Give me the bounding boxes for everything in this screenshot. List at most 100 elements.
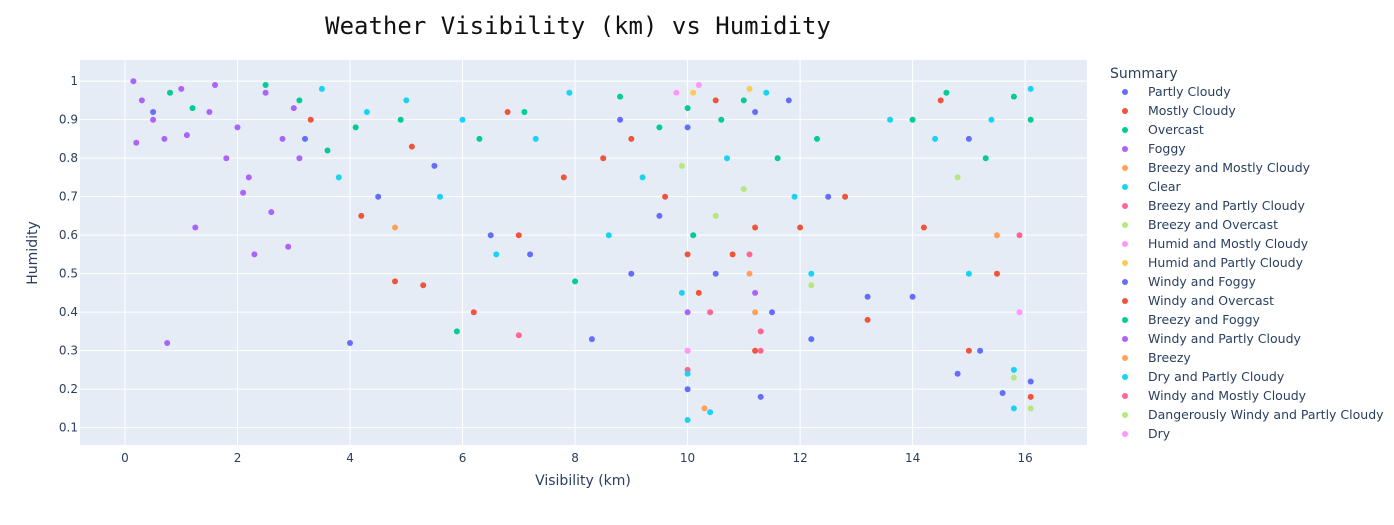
data-point[interactable] xyxy=(605,232,612,239)
data-point[interactable] xyxy=(352,124,359,131)
data-point[interactable] xyxy=(1010,93,1017,100)
data-point[interactable] xyxy=(167,89,173,96)
data-point[interactable] xyxy=(572,278,579,285)
data-point[interactable] xyxy=(161,135,168,142)
legend-item[interactable]: Windy and Overcast xyxy=(1122,293,1274,308)
data-point[interactable] xyxy=(740,97,747,104)
data-point[interactable] xyxy=(223,155,230,162)
legend[interactable]: Partly Cloudy Mostly Cloudy Overcast Foggy B… xyxy=(1122,84,1384,441)
data-point[interactable] xyxy=(695,82,702,88)
data-point[interactable] xyxy=(639,174,646,181)
data-point[interactable] xyxy=(724,155,730,162)
data-point[interactable] xyxy=(183,132,190,139)
data-point[interactable] xyxy=(656,212,663,219)
data-point[interactable] xyxy=(130,78,137,85)
data-point[interactable] xyxy=(746,85,753,92)
data-point[interactable] xyxy=(1010,366,1017,373)
data-point[interactable] xyxy=(363,109,370,115)
data-point[interactable] xyxy=(628,135,635,142)
data-point[interactable] xyxy=(752,109,759,115)
data-point[interactable] xyxy=(437,193,443,200)
data-point[interactable] xyxy=(268,209,275,216)
data-point[interactable] xyxy=(954,174,961,181)
data-point[interactable] xyxy=(937,97,944,104)
data-point[interactable] xyxy=(791,193,798,200)
data-point[interactable] xyxy=(965,135,972,142)
legend-item[interactable]: Dangerously Windy and Partly Cloudy xyxy=(1122,407,1384,422)
data-point[interactable] xyxy=(757,393,764,400)
data-point[interactable] xyxy=(943,89,950,96)
data-point[interactable] xyxy=(808,270,815,277)
data-point[interactable] xyxy=(318,85,325,92)
data-point[interactable] xyxy=(324,147,331,154)
legend-item[interactable]: Humid and Mostly Cloudy xyxy=(1122,236,1309,251)
data-point[interactable] xyxy=(729,251,736,258)
data-point[interactable] xyxy=(245,174,252,181)
data-point[interactable] xyxy=(1016,309,1023,316)
data-point[interactable] xyxy=(712,212,719,219)
data-point[interactable] xyxy=(825,193,832,200)
data-point[interactable] xyxy=(628,270,635,277)
data-point[interactable] xyxy=(453,328,460,335)
data-point[interactable] xyxy=(566,89,573,96)
data-point[interactable] xyxy=(240,189,247,196)
data-point[interactable] xyxy=(560,174,567,181)
data-point[interactable] xyxy=(1027,378,1034,385)
scatter-points[interactable] xyxy=(130,78,1034,423)
data-point[interactable] xyxy=(752,347,759,354)
data-point[interactable] xyxy=(1010,374,1017,381)
data-point[interactable] xyxy=(617,116,624,123)
data-point[interactable] xyxy=(684,347,691,354)
legend-item[interactable]: Dry and Partly Cloudy xyxy=(1122,369,1285,384)
data-point[interactable] xyxy=(164,340,171,346)
data-point[interactable] xyxy=(358,212,365,219)
data-point[interactable] xyxy=(459,116,466,123)
data-point[interactable] xyxy=(673,89,680,96)
data-point[interactable] xyxy=(251,251,258,258)
data-point[interactable] xyxy=(718,116,725,123)
data-point[interactable] xyxy=(476,135,483,142)
data-point[interactable] xyxy=(909,116,916,123)
data-point[interactable] xyxy=(988,116,995,123)
data-point[interactable] xyxy=(234,124,241,131)
data-point[interactable] xyxy=(493,251,500,258)
data-point[interactable] xyxy=(296,97,303,104)
legend-item[interactable]: Partly Cloudy xyxy=(1122,84,1231,99)
data-point[interactable] xyxy=(763,89,770,96)
legend-item[interactable]: Breezy and Partly Cloudy xyxy=(1122,198,1305,213)
data-point[interactable] xyxy=(290,105,297,112)
data-point[interactable] xyxy=(347,340,353,346)
legend-item[interactable]: Overcast xyxy=(1122,122,1204,137)
data-point[interactable] xyxy=(757,347,764,354)
data-point[interactable] xyxy=(684,124,691,131)
data-point[interactable] xyxy=(678,289,685,296)
data-point[interactable] xyxy=(1027,393,1034,400)
data-point[interactable] xyxy=(487,232,494,239)
data-point[interactable] xyxy=(690,232,697,239)
data-point[interactable] xyxy=(774,155,781,162)
legend-item[interactable]: Foggy xyxy=(1122,141,1186,156)
data-point[interactable] xyxy=(150,109,157,115)
data-point[interactable] xyxy=(296,155,303,162)
data-point[interactable] xyxy=(684,386,691,393)
data-point[interactable] xyxy=(797,224,804,231)
data-point[interactable] xyxy=(932,135,939,142)
data-point[interactable] xyxy=(600,155,607,162)
legend-item[interactable]: Windy and Mostly Cloudy xyxy=(1122,388,1307,403)
data-point[interactable] xyxy=(138,97,145,104)
data-point[interactable] xyxy=(397,116,404,123)
data-point[interactable] xyxy=(965,347,972,354)
data-point[interactable] xyxy=(1027,405,1034,412)
data-point[interactable] xyxy=(515,232,522,239)
legend-item[interactable]: Dry xyxy=(1122,426,1171,441)
data-point[interactable] xyxy=(133,139,140,146)
data-point[interactable] xyxy=(994,270,1000,277)
data-point[interactable] xyxy=(279,135,286,142)
data-point[interactable] xyxy=(375,193,382,200)
data-point[interactable] xyxy=(752,224,759,231)
data-point[interactable] xyxy=(262,82,269,88)
data-point[interactable] xyxy=(504,109,511,115)
data-point[interactable] xyxy=(864,293,871,300)
legend-item[interactable]: Breezy and Mostly Cloudy xyxy=(1122,160,1311,175)
data-point[interactable] xyxy=(808,336,815,343)
